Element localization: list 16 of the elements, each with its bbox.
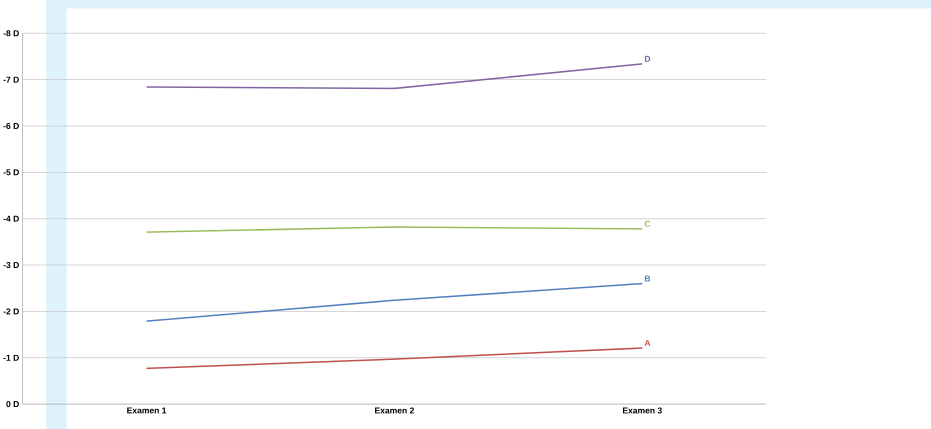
y-tick-label: -7 D: [3, 76, 19, 83]
series-label: A: [644, 340, 650, 346]
y-tick-label: -1 D: [3, 354, 19, 361]
series-label: D: [644, 56, 650, 62]
x-tick-label: Examen 3: [622, 408, 662, 414]
y-tick-label: -8 D: [3, 30, 19, 36]
y-tick-label: -2 D: [3, 308, 19, 314]
y-tick-label: -4 D: [3, 216, 19, 222]
x-tick-label: Examen 2: [375, 408, 414, 414]
series-label: C: [644, 220, 650, 227]
y-tick-label: -5 D: [3, 169, 19, 176]
y-tick-label: 0 D: [6, 401, 19, 408]
y-tick-label: -6 D: [3, 123, 19, 130]
y-tick-label: -3 D: [3, 262, 19, 268]
x-tick-label: Examen 1: [127, 408, 166, 414]
series-label: B: [644, 276, 650, 282]
